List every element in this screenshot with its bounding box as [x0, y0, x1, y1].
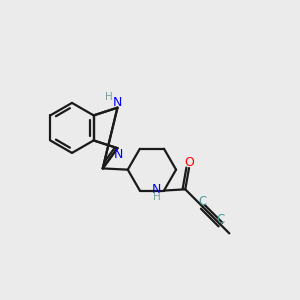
Text: C: C: [216, 213, 225, 226]
Text: C: C: [199, 195, 207, 208]
Text: H: H: [105, 92, 113, 102]
Text: N: N: [114, 148, 124, 161]
Text: N: N: [113, 96, 122, 109]
Text: H: H: [153, 192, 160, 202]
Text: N: N: [152, 183, 161, 196]
Text: O: O: [185, 156, 194, 169]
